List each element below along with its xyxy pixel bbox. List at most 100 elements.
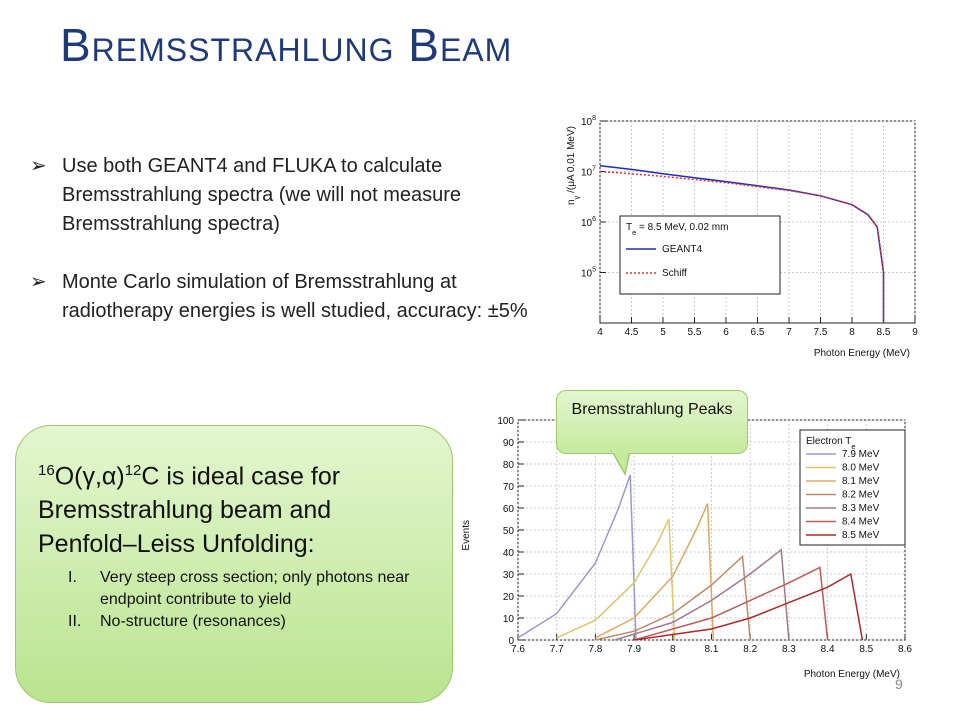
- text: /(μA 0.01 MeV): [566, 126, 577, 196]
- tick-base: 10: [581, 218, 593, 229]
- y-tick-label: 107: [581, 166, 596, 179]
- y-tick-label: 106: [581, 216, 596, 229]
- bullet-list: Use both GEANT4 and FLUKA to calculate B…: [30, 152, 545, 355]
- superscript: 12: [124, 462, 142, 479]
- y-tick-label: 10: [503, 614, 515, 625]
- x-axis-label: Photon Energy (MeV): [804, 669, 900, 680]
- x-tick-label: 8.5: [859, 644, 873, 655]
- y-tick-label: 80: [503, 460, 515, 471]
- x-tick-label: 7.9: [627, 644, 641, 655]
- y-tick-label: 30: [503, 570, 515, 581]
- x-tick-label: 7.5: [814, 327, 828, 338]
- x-tick-label: 7: [786, 327, 792, 338]
- item-text: Very steep cross section; only photons n…: [100, 569, 410, 609]
- y-tick-label: 90: [503, 438, 515, 449]
- page-number: 9: [895, 676, 903, 692]
- x-tick-label: 8.3: [782, 644, 796, 655]
- x-tick-label: 6.5: [751, 327, 765, 338]
- text: T: [626, 222, 632, 233]
- x-tick-label: 5: [660, 327, 666, 338]
- text: C is ideal case for Bremsstrahlung beam …: [38, 462, 341, 559]
- x-tick-label: 9: [912, 327, 918, 338]
- chart: 4 4.5 5 5.5 6 6.5 7 7.5 8 8.5 9105106107108Photon …: [566, 115, 918, 359]
- legend-title: Te = 8.5 MeV, 0.02 mm: [626, 222, 728, 237]
- data-line: [595, 554, 751, 641]
- tick-exponent: 8: [592, 115, 596, 122]
- tick-exponent: 5: [592, 267, 596, 274]
- tick-base: 10: [581, 117, 593, 128]
- y-tick-label: 40: [503, 548, 515, 559]
- y-tick-label: 108: [581, 115, 596, 128]
- x-tick-label: 8.2: [743, 644, 757, 655]
- list-item: I. Very steep cross section; only photons…: [38, 567, 434, 611]
- tick-exponent: 6: [592, 216, 596, 223]
- box-list: I. Very steep cross section; only photons…: [38, 567, 434, 633]
- y-axis-label: nγ /(μA 0.01 MeV): [566, 126, 581, 205]
- x-tick-label: 8.6: [898, 644, 912, 655]
- x-tick-label: 4: [597, 327, 603, 338]
- x-axis-label: Photon Energy (MeV): [814, 348, 910, 359]
- legend-box: [619, 215, 781, 295]
- chart: 7.6 7.7 7.8 7.9 8 8.1 8.2 8.3 8.4 8.5 8.6 0 10 20 30 40…: [461, 416, 912, 680]
- legend-label: Schiff: [662, 268, 687, 279]
- callout: Bremsstrahlung Peaks: [556, 390, 748, 454]
- legend-label: 8.4 MeV: [842, 517, 880, 528]
- data-line: [517, 474, 637, 641]
- y-tick-label: 50: [503, 526, 515, 537]
- legend-label: 8.5 MeV: [842, 530, 880, 541]
- data-line: [599, 170, 885, 323]
- text: = 8.5 MeV, 0.02 mm: [636, 222, 728, 233]
- x-tick-label: 8: [670, 644, 676, 655]
- data-line: [614, 548, 790, 641]
- data-line: [633, 572, 864, 641]
- y-tick-label: 0: [508, 636, 514, 647]
- x-tick-label: 7.6: [511, 644, 525, 655]
- x-tick-label: 4.5: [625, 327, 639, 338]
- x-tick-label: 8.1: [705, 644, 719, 655]
- text: O(γ,α): [54, 462, 125, 491]
- subscript: e: [632, 228, 636, 237]
- y-tick-label: 105: [581, 267, 596, 280]
- legend-label: 8.0 MeV: [842, 463, 880, 474]
- tick-base: 10: [581, 269, 593, 280]
- text: Events: [461, 520, 472, 551]
- box-heading: 16O(γ,α)12C is ideal case for Bremsstrah…: [38, 454, 434, 561]
- data-line: [556, 518, 676, 641]
- legend-label: 8.3 MeV: [842, 503, 880, 514]
- superscript: 16: [38, 462, 55, 479]
- callout-tail: [610, 450, 631, 476]
- legend-box: [799, 429, 906, 546]
- tick-exponent: 7: [592, 166, 596, 173]
- legend-label: 8.1 MeV: [842, 476, 880, 487]
- y-tick-label: 100: [497, 416, 514, 427]
- legend-label: GEANT4: [662, 244, 702, 255]
- x-tick-label: 7.7: [550, 644, 564, 655]
- text: Electron T: [806, 436, 851, 447]
- x-tick-label: 8.4: [821, 644, 835, 655]
- tick-base: 10: [581, 168, 593, 179]
- x-tick-label: 7.8: [588, 644, 602, 655]
- data-line: [633, 566, 829, 641]
- x-tick-label: 5.5: [688, 327, 702, 338]
- y-tick-label: 20: [503, 592, 515, 603]
- info-box: 16O(γ,α)12C is ideal case for Bremsstrah…: [15, 425, 453, 703]
- x-tick-label: 8: [849, 327, 855, 338]
- bullet: Monte Carlo simulation of Bremsstrahlung…: [30, 268, 545, 326]
- legend-title: Electron Te: [806, 436, 856, 451]
- y-tick-label: 60: [503, 504, 515, 515]
- data-line: [595, 503, 715, 641]
- y-tick-label: 70: [503, 482, 515, 493]
- subscript: γ: [572, 195, 581, 199]
- legend-label: 7.9 MeV: [842, 449, 880, 460]
- legend-label: 8.2 MeV: [842, 490, 880, 501]
- x-tick-label: 6: [723, 327, 729, 338]
- numeral: I.: [68, 569, 77, 587]
- x-tick-label: 8.5: [877, 327, 891, 338]
- text: n: [566, 199, 577, 205]
- list-item: II. No-structure (resonances): [38, 611, 434, 633]
- numeral: II.: [68, 613, 82, 631]
- bullet: Use both GEANT4 and FLUKA to calculate B…: [30, 152, 545, 239]
- item-text: No-structure (resonances): [100, 613, 286, 631]
- slide-title: Bremsstrahlung Beam: [60, 19, 513, 71]
